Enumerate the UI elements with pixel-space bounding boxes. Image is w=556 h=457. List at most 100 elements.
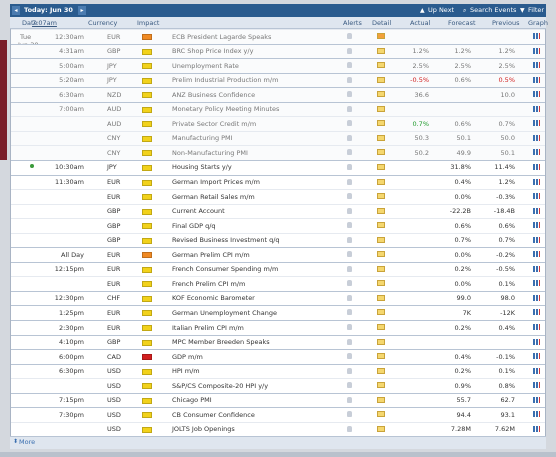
detail-icon[interactable]: [377, 353, 385, 360]
detail-icon[interactable]: [377, 178, 385, 185]
event[interactable]: CB Consumer Confidence: [172, 410, 255, 419]
event[interactable]: Chicago PMI: [172, 396, 212, 405]
graph-icon[interactable]: [533, 324, 540, 330]
event[interactable]: GDP m/m: [172, 352, 203, 361]
event[interactable]: HPI m/m: [172, 367, 200, 376]
graph-icon[interactable]: [533, 222, 540, 229]
event[interactable]: German Unemployment Change: [172, 308, 278, 317]
event[interactable]: Housing Starts y/y: [172, 163, 232, 172]
graph-icon[interactable]: [533, 251, 540, 258]
detail-icon[interactable]: [377, 207, 385, 214]
alert-icon[interactable]: [347, 91, 352, 98]
event[interactable]: KOF Economic Barometer: [172, 294, 255, 303]
graph-icon[interactable]: [533, 236, 540, 243]
alert-icon[interactable]: [347, 105, 352, 112]
detail-icon[interactable]: [377, 105, 385, 112]
event[interactable]: Italian Prelim CPI m/m: [172, 323, 244, 332]
alert-icon[interactable]: [347, 222, 352, 229]
event[interactable]: French Consumer Spending m/m: [172, 265, 279, 274]
graph-icon[interactable]: [533, 193, 540, 200]
detail-icon[interactable]: [377, 411, 385, 418]
alert-icon[interactable]: [347, 178, 352, 185]
graph-icon[interactable]: [533, 367, 540, 374]
detail-icon[interactable]: [377, 62, 385, 69]
graph-icon[interactable]: [533, 91, 540, 98]
alert-icon[interactable]: [347, 425, 352, 432]
detail-icon[interactable]: [377, 396, 385, 403]
detail-icon[interactable]: [377, 280, 385, 287]
alert-icon[interactable]: [347, 33, 352, 39]
detail-icon[interactable]: [377, 236, 385, 243]
event[interactable]: German Prelim CPI m/m: [172, 250, 250, 259]
event[interactable]: ECB President Lagarde Speaks: [172, 32, 272, 41]
alert-icon[interactable]: [347, 265, 352, 272]
alert-icon[interactable]: [347, 338, 352, 345]
alert-icon[interactable]: [347, 382, 352, 389]
detail-icon[interactable]: [377, 222, 385, 229]
event[interactable]: ANZ Business Confidence: [172, 90, 256, 99]
graph-icon[interactable]: [533, 62, 540, 69]
alert-icon[interactable]: [347, 309, 352, 316]
alert-icon[interactable]: [347, 62, 352, 69]
detail-icon[interactable]: [377, 309, 385, 316]
detail-icon[interactable]: [377, 294, 385, 301]
alert-icon[interactable]: [347, 149, 352, 156]
event[interactable]: German Import Prices m/m: [172, 178, 260, 186]
graph-icon[interactable]: [533, 294, 540, 301]
next-arrow[interactable]: ▸: [78, 6, 86, 15]
detail-icon[interactable]: [377, 193, 385, 200]
alert-icon[interactable]: [347, 294, 352, 301]
event[interactable]: Revised Business Investment q/q: [172, 236, 280, 245]
event[interactable]: S&P/CS Composite-20 HPI y/y: [172, 381, 269, 390]
detail-icon[interactable]: [377, 47, 385, 54]
detail-icon[interactable]: [377, 120, 385, 127]
event[interactable]: German Retail Sales m/m: [172, 192, 255, 201]
detail-icon[interactable]: [377, 76, 385, 83]
detail-icon[interactable]: [377, 91, 385, 98]
event[interactable]: Unemployment Rate: [172, 61, 239, 70]
graph-icon[interactable]: [533, 207, 540, 214]
event[interactable]: Manufacturing PMI: [172, 134, 233, 143]
detail-icon[interactable]: [377, 367, 385, 374]
event[interactable]: Current Account: [172, 207, 225, 216]
graph-icon[interactable]: [533, 309, 540, 316]
prev-arrow[interactable]: ◂: [12, 6, 20, 15]
detail-icon[interactable]: [377, 163, 385, 170]
more-link[interactable]: More: [19, 438, 36, 446]
graph-icon[interactable]: [533, 120, 540, 127]
alert-icon[interactable]: [347, 367, 352, 374]
detail-icon[interactable]: [377, 425, 385, 432]
graph-icon[interactable]: [533, 76, 540, 83]
graph-icon[interactable]: [533, 425, 540, 432]
event[interactable]: Non-Manufacturing PMI: [172, 148, 248, 157]
filter[interactable]: Filter: [528, 6, 545, 14]
alert-icon[interactable]: [347, 207, 352, 214]
event[interactable]: JOLTS Job Openings: [172, 425, 235, 434]
graph-icon[interactable]: [533, 105, 540, 112]
graph-icon[interactable]: [533, 265, 540, 272]
detail-icon[interactable]: [377, 149, 385, 156]
detail-icon[interactable]: [377, 324, 385, 330]
graph-icon[interactable]: [533, 382, 540, 389]
graph-icon[interactable]: [533, 178, 540, 185]
detail-icon[interactable]: [377, 382, 385, 389]
event[interactable]: Final GDP q/q: [172, 221, 216, 230]
alert-icon[interactable]: [347, 353, 352, 360]
event[interactable]: Prelim Industrial Production m/m: [172, 76, 279, 85]
alert-icon[interactable]: [347, 193, 352, 200]
graph-icon[interactable]: [533, 47, 540, 54]
event[interactable]: MPC Member Breeden Speaks: [172, 338, 270, 347]
graph-icon[interactable]: [533, 338, 540, 345]
alert-icon[interactable]: [347, 47, 352, 54]
alert-icon[interactable]: [347, 163, 352, 170]
detail-icon[interactable]: [377, 251, 385, 258]
detail-icon[interactable]: [377, 338, 385, 345]
column-time[interactable]: 7:07am: [32, 19, 57, 27]
event[interactable]: Private Sector Credit m/m: [172, 119, 257, 128]
graph-icon[interactable]: [533, 149, 540, 156]
graph-icon[interactable]: [533, 396, 540, 403]
alert-icon[interactable]: [347, 324, 352, 330]
alert-icon[interactable]: [347, 120, 352, 127]
search-events[interactable]: Search Events: [470, 6, 517, 14]
alert-icon[interactable]: [347, 280, 352, 287]
